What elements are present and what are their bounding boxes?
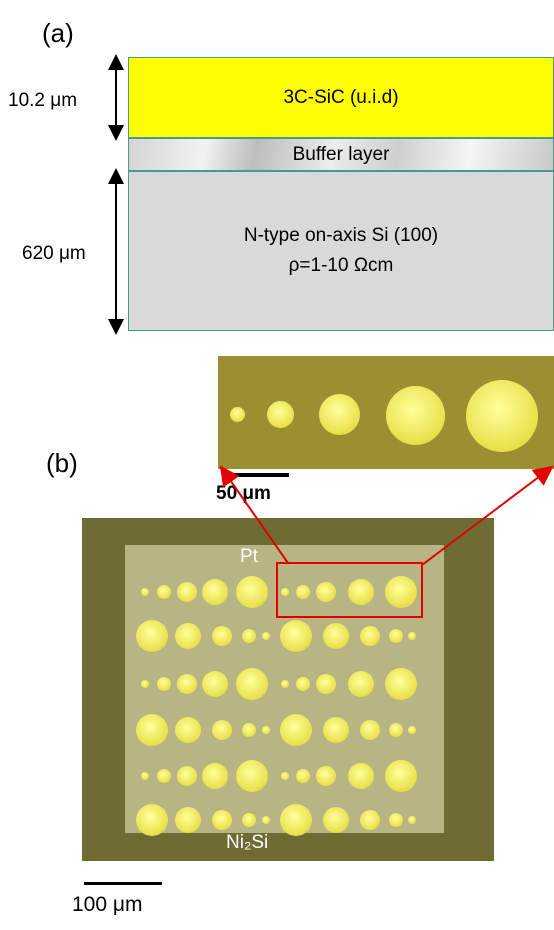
dot-r1-left-1 [141,588,149,596]
dot-r3-left-3 [177,674,197,694]
buffer-layer-label: Buffer layer [292,143,390,165]
dot-r5-right-2 [296,769,310,783]
dot-r2-right-4 [389,629,403,643]
highlight-box [276,562,423,618]
inset-scale-bar [222,473,289,477]
dot-r2-right-2 [323,623,349,649]
chip-scale-bar [84,882,162,885]
dot-r3-right-1 [281,680,289,688]
inset-dot-4 [386,386,445,445]
si-substrate-layer: N-type on-axis Si (100) ρ=1-10 Ωcm [128,171,554,331]
dot-r6-right-2 [323,807,349,833]
dot-r6-left-4 [242,813,256,827]
dot-r3-left-4 [202,671,228,697]
dot-r2-right-1 [280,620,312,652]
dot-r1-left-5 [236,576,268,608]
dot-r4-left-1 [136,714,168,746]
si-thickness-label: 620 μm [22,243,86,264]
dot-r1-right-3 [316,582,336,602]
dot-r3-left-5 [236,668,268,700]
dot-r5-right-4 [348,763,374,789]
dot-r4-left-5 [262,726,270,734]
sic-thickness-label: 10.2 μm [8,90,78,111]
dot-r3-right-2 [296,677,310,691]
thickness-arrows [108,54,124,335]
zoom-line-right [421,465,554,566]
dot-r5-left-1 [141,772,149,780]
dot-r1-left-2 [157,585,171,599]
dot-r6-left-1 [136,804,168,836]
dot-r1-right-5 [385,576,417,608]
dot-r1-right-1 [281,588,289,596]
dot-r5-left-4 [202,763,228,789]
dot-r4-right-2 [323,717,349,743]
si-layer-label-line2: ρ=1-10 Ωcm [288,255,394,276]
inset-scale-label: 50 μm [216,483,271,504]
dot-r4-left-3 [212,720,232,740]
dot-r6-left-3 [212,810,232,830]
panel-b-label: (b) [46,448,78,478]
pt-label: Pt [240,546,258,567]
dot-r6-left-5 [262,816,270,824]
dot-r2-left-4 [242,629,256,643]
dot-r3-right-5 [385,668,417,700]
dot-r4-right-1 [280,714,312,746]
dot-r3-left-1 [141,680,149,688]
dot-r2-left-3 [212,626,232,646]
dot-r6-right-5 [408,816,416,824]
dot-r3-right-4 [348,671,374,697]
dot-r5-left-3 [177,766,197,786]
dot-r6-right-4 [389,813,403,827]
sic-layer: 3C-SiC (u.i.d) [128,57,554,138]
ni2si-label: Ni₂Si [226,832,269,853]
dot-r5-left-2 [157,769,171,783]
dot-r1-right-2 [296,585,310,599]
dot-r3-left-2 [157,677,171,691]
dot-r2-right-5 [408,632,416,640]
dot-r1-right-4 [348,579,374,605]
dot-r4-right-4 [389,723,403,737]
dot-r6-right-1 [280,804,312,836]
dot-r2-left-2 [175,623,201,649]
dot-r5-right-1 [281,772,289,780]
inset-micrograph [218,356,554,469]
dot-r1-left-3 [177,582,197,602]
inset-dot-1 [230,407,245,422]
zoom-line-left [219,465,289,564]
dot-r5-right-3 [316,766,336,786]
sic-layer-label: 3C-SiC (u.i.d) [283,86,399,108]
dot-r2-right-3 [360,626,380,646]
dot-r1-left-4 [202,579,228,605]
inset-dot-3 [319,394,360,435]
inset-dot-2 [267,401,294,428]
dot-r4-right-3 [360,720,380,740]
dot-r4-left-4 [242,723,256,737]
dot-r2-left-1 [136,620,168,652]
dot-r3-right-3 [316,674,336,694]
panel-a-label: (a) [42,18,74,48]
si-layer-label-line1: N-type on-axis Si (100) [243,225,439,246]
dot-r4-right-5 [408,726,416,734]
dot-r4-left-2 [175,717,201,743]
dot-r5-left-5 [236,760,268,792]
dot-r5-right-5 [385,760,417,792]
chip-scale-label: 100 μm [72,893,143,916]
dot-r6-left-2 [175,807,201,833]
dot-r6-right-3 [360,810,380,830]
dot-r2-left-5 [262,632,270,640]
inset-dot-5 [466,380,538,452]
